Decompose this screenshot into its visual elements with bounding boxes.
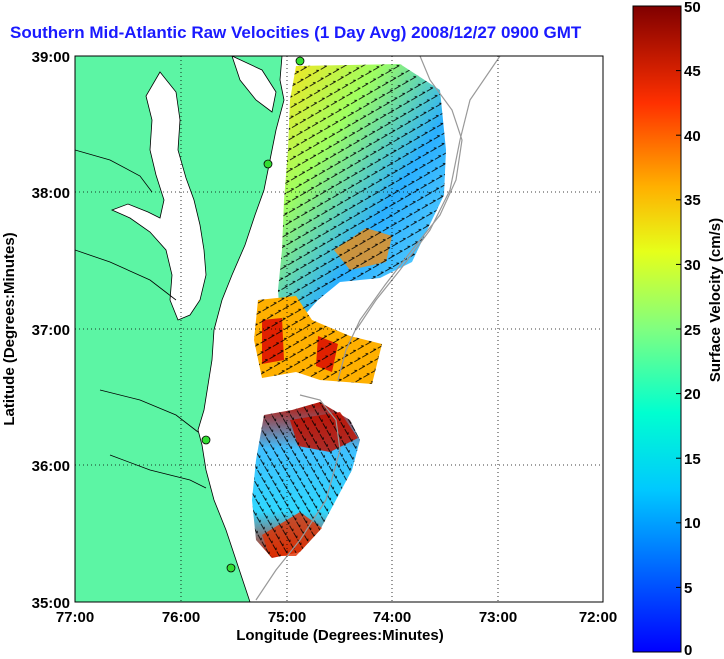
radar-stations — [201, 56, 305, 573]
y-tick-label: 39:00 — [32, 49, 70, 66]
x-tick-label: 77:00 — [56, 609, 94, 626]
x-tick-label: 75:00 — [268, 609, 306, 626]
bathymetry-contour-3 — [255, 394, 341, 601]
radar-station-marker — [226, 563, 236, 573]
y-axis-label: Latitude (Degrees:Minutes) — [1, 232, 18, 425]
plot-area — [74, 55, 604, 603]
x-tick-label: 74:00 — [373, 609, 411, 626]
radar-station-marker — [201, 435, 211, 445]
river-potomac — [75, 149, 153, 193]
albemarle-sound — [99, 389, 199, 433]
river-james — [75, 249, 177, 301]
x-tick-label: 76:00 — [162, 609, 200, 626]
radar-station-marker — [295, 56, 305, 66]
plot-frame — [74, 55, 604, 603]
y-tick-label: 37:00 — [32, 322, 70, 339]
colorbar-ticks — [676, 5, 681, 653]
figure-title: Southern Mid-Atlantic Raw Velocities (1 … — [10, 23, 582, 42]
colorbar-label: Surface Velocity (cm/s) — [707, 218, 724, 382]
delaware-bay — [231, 56, 277, 113]
colorbar-tick-label: 35 — [684, 192, 701, 209]
colorbar-tick-label: 10 — [684, 515, 701, 532]
velocity-vectors-south — [252, 402, 360, 558]
y-tick-label: 38:00 — [32, 185, 70, 202]
x-axis-ticks: 77:00 76:00 75:00 74:00 73:00 72:00 — [56, 609, 617, 626]
pamlico-sound — [109, 454, 207, 489]
colorbar-tick-label: 5 — [684, 580, 692, 597]
bathymetry-contour-2 — [355, 56, 501, 331]
colorbar: 50 45 40 35 30 25 20 15 10 5 0 Surface V… — [632, 0, 724, 659]
grid-lines — [75, 56, 603, 602]
radar-station-marker — [263, 159, 273, 169]
chesapeake-bay — [110, 71, 207, 321]
x-tick-label: 73:00 — [479, 609, 517, 626]
colorbar-tick-label: 0 — [684, 642, 692, 659]
colorbar-tick-label: 45 — [684, 63, 701, 80]
y-tick-label: 35:00 — [32, 595, 70, 612]
velocity-vectors-north — [278, 64, 446, 320]
colorbar-tick-label: 40 — [684, 128, 701, 145]
colorbar-tick-label: 30 — [684, 257, 701, 274]
bathymetry-contour-1 — [337, 56, 463, 381]
y-axis-ticks: 39:00 38:00 37:00 36:00 35:00 — [32, 49, 70, 612]
colorbar-tick-label: 25 — [684, 322, 701, 339]
velocity-vectors-mid — [254, 296, 382, 384]
x-axis-label: Longitude (Degrees:Minutes) — [236, 627, 444, 644]
colorbar-tick-label: 15 — [684, 451, 701, 468]
colorbar-tick-label: 50 — [684, 0, 701, 16]
x-tick-label: 72:00 — [579, 609, 617, 626]
colorbar-gradient — [632, 5, 682, 653]
y-tick-label: 36:00 — [32, 458, 70, 475]
colorbar-tick-label: 20 — [684, 386, 701, 403]
